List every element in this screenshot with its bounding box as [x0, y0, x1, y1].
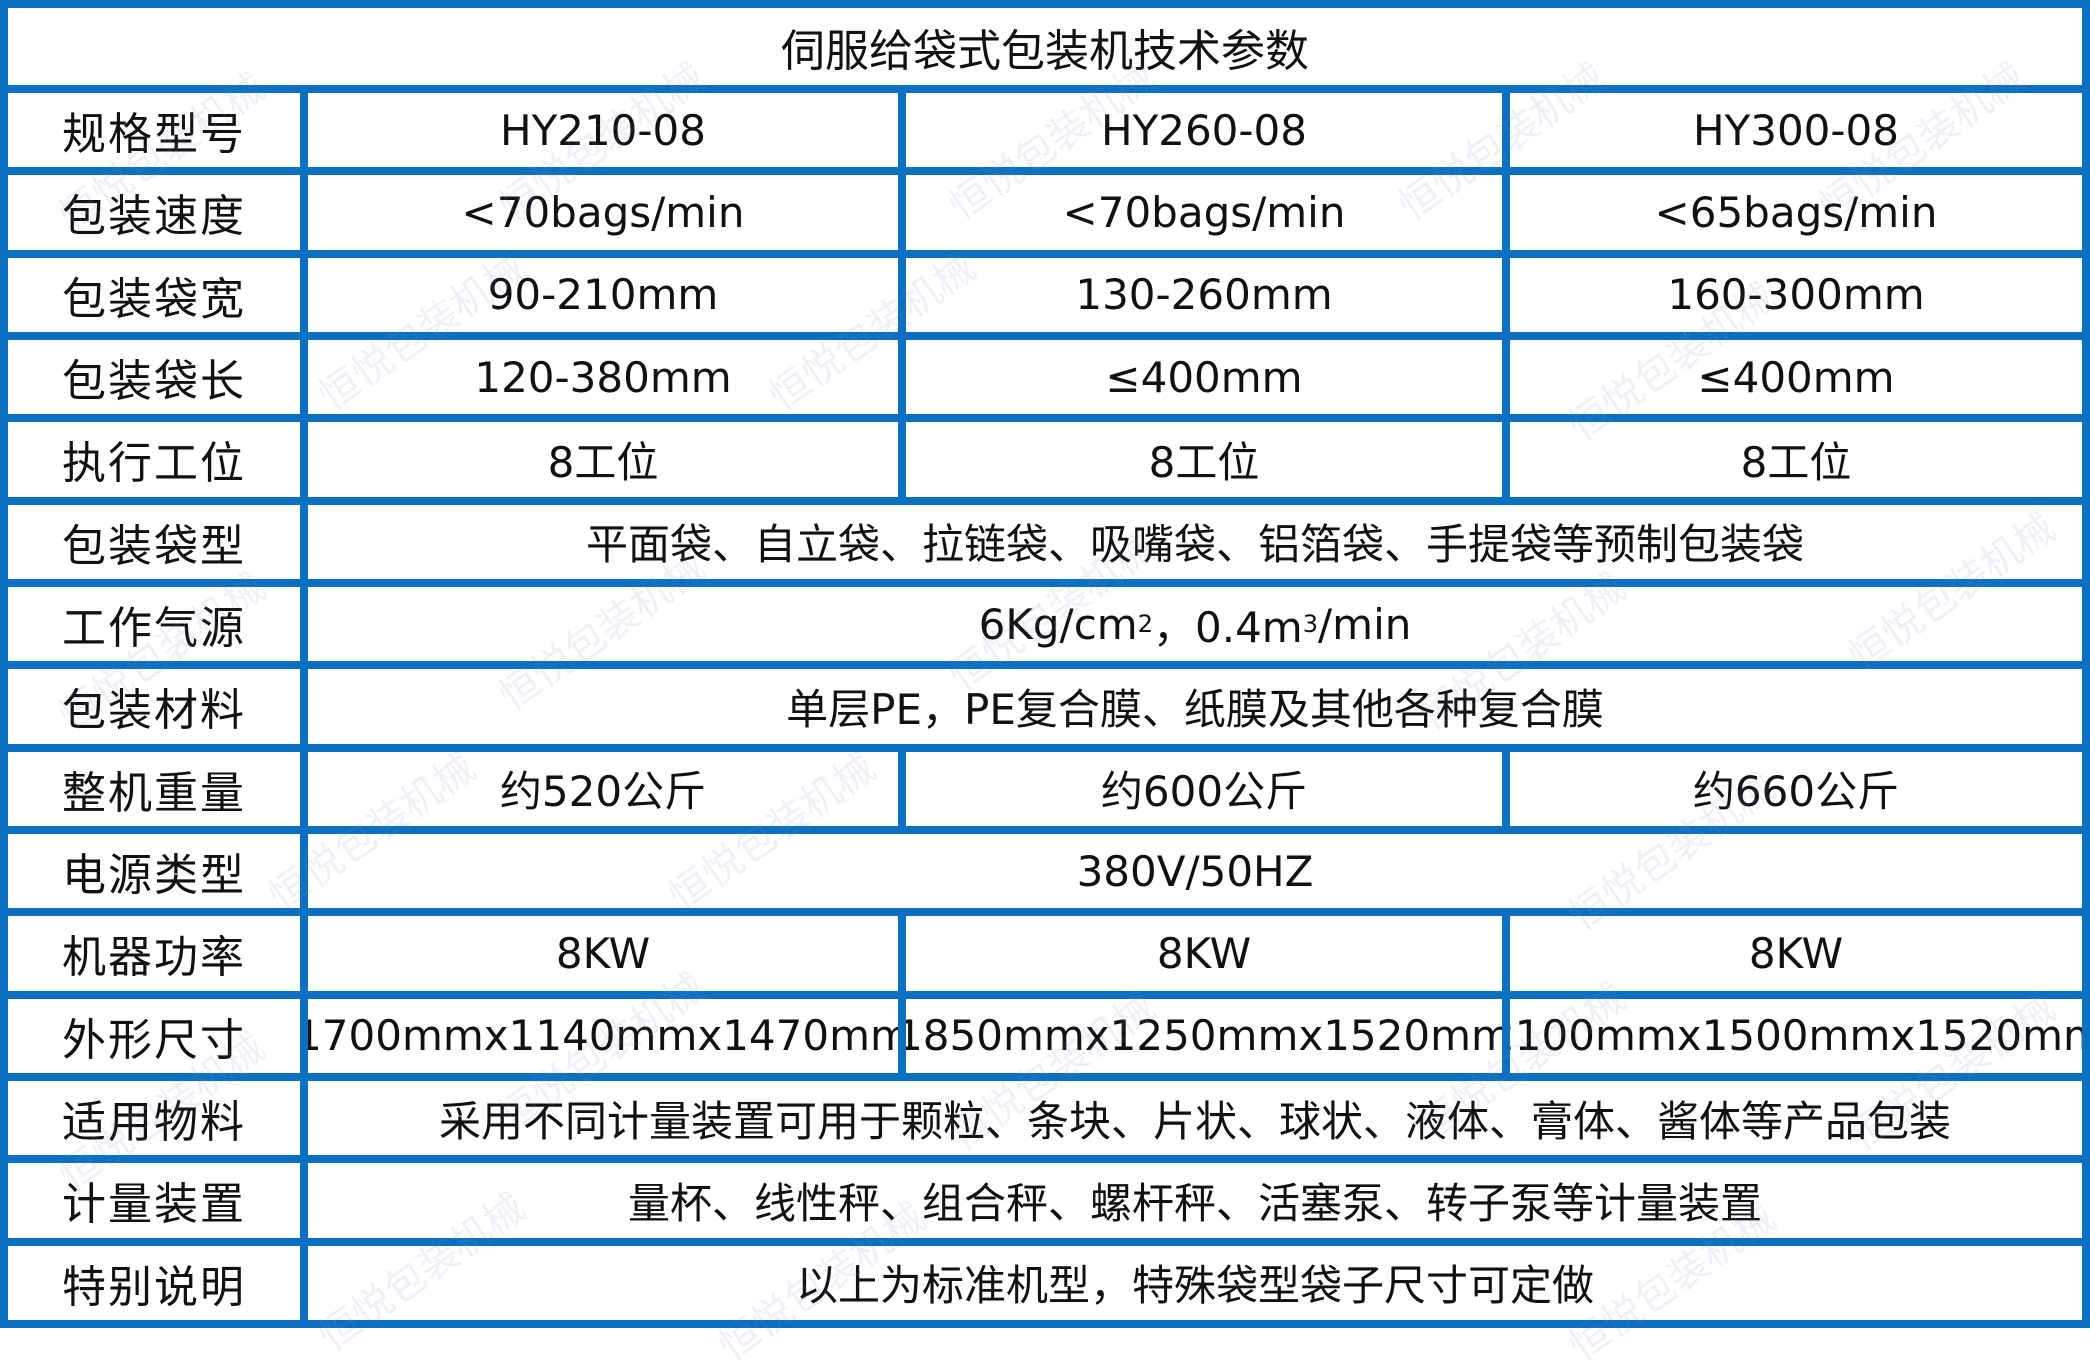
cell-value-merged: 以上为标准机型，特殊袋型袋子尺寸可定做	[308, 1245, 2082, 1320]
cell-value: 8KW	[906, 916, 1502, 991]
cell-value: 8KW	[1510, 916, 2082, 991]
row-label: 机器功率	[8, 916, 300, 991]
cell-value: <65bags/min	[1510, 175, 2082, 250]
row-label: 包装材料	[8, 669, 300, 744]
air-source-part: ，0.4m	[1153, 602, 1303, 652]
row-label: 包装袋长	[8, 340, 300, 415]
cell-value: 1850mmx1250mmx1520mm	[906, 998, 1502, 1073]
row-label: 包装速度	[8, 175, 300, 250]
row-label: 工作气源	[8, 587, 300, 662]
cell-value: ≤400mm	[1510, 340, 2082, 415]
cell-value-merged: 380V/50HZ	[308, 834, 2082, 909]
row-label: 规格型号	[8, 93, 300, 168]
cell-value: 1700mmx1140mmx1470mm	[308, 998, 898, 1073]
cell-value-merged: 量杯、线性秤、组合秤、螺杆秤、活塞泵、转子泵等计量装置	[308, 1163, 2082, 1238]
row-label: 电源类型	[8, 834, 300, 909]
row-label: 适用物料	[8, 1081, 300, 1156]
row-label: 计量装置	[8, 1163, 300, 1238]
row-label: 包装袋宽	[8, 257, 300, 332]
spec-table: 伺服给袋式包装机技术参数 规格型号 HY210-08 HY260-08 HY300-0…	[0, 0, 2090, 1328]
cell-value: 2100mmx1500mmx1520mm	[1510, 998, 2082, 1073]
cell-value: 约520公斤	[308, 751, 898, 826]
cell-value: 90-210mm	[308, 257, 898, 332]
row-label: 执行工位	[8, 422, 300, 497]
cell-value: 约660公斤	[1510, 751, 2082, 826]
cell-value: HY210-08	[308, 93, 898, 168]
cell-value: 8KW	[308, 916, 898, 991]
cell-value: HY260-08	[906, 93, 1502, 168]
cell-value: 120-380mm	[308, 340, 898, 415]
air-source-part: /min	[1318, 599, 1412, 649]
cell-value: 约600公斤	[906, 751, 1502, 826]
cell-value-merged: 6Kg/cm 2 ，0.4m 3/min	[308, 587, 2082, 662]
cell-value: 8工位	[308, 422, 898, 497]
cell-value: <70bags/min	[906, 175, 1502, 250]
row-label: 包装袋型	[8, 504, 300, 579]
cell-value-merged: 平面袋、自立袋、拉链袋、吸嘴袋、铝箔袋、手提袋等预制包装袋	[308, 504, 2082, 579]
air-source-part: 6Kg/cm	[978, 599, 1138, 649]
cell-value: 160-300mm	[1510, 257, 2082, 332]
cell-value: <70bags/min	[308, 175, 898, 250]
row-label: 特别说明	[8, 1245, 300, 1320]
cell-value: HY300-08	[1510, 93, 2082, 168]
cell-value: 130-260mm	[906, 257, 1502, 332]
row-label: 外形尺寸	[8, 998, 300, 1073]
air-source-part: 2	[1137, 610, 1153, 639]
table-title: 伺服给袋式包装机技术参数	[8, 8, 2082, 85]
cell-value: 8工位	[906, 422, 1502, 497]
cell-value: 8工位	[1510, 422, 2082, 497]
cell-value: ≤400mm	[906, 340, 1502, 415]
row-label: 整机重量	[8, 751, 300, 826]
cell-value-merged: 单层PE，PE复合膜、纸膜及其他各种复合膜	[308, 669, 2082, 744]
air-source-part: 3	[1302, 610, 1318, 639]
cell-value-merged: 采用不同计量装置可用于颗粒、条块、片状、球状、液体、膏体、酱体等产品包装	[308, 1081, 2082, 1156]
